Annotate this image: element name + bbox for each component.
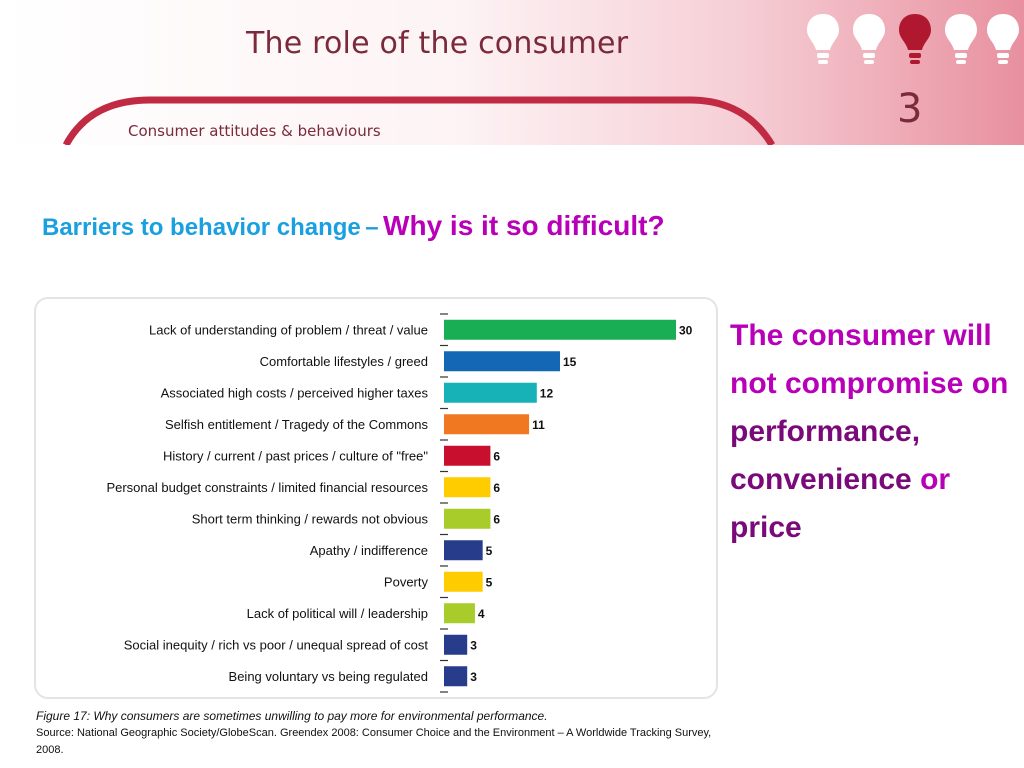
data-label: 30 bbox=[679, 323, 693, 337]
bar bbox=[444, 603, 475, 624]
page-subtitle: Consumer attitudes & behaviours bbox=[128, 122, 381, 140]
chapter-number: 3 bbox=[897, 86, 923, 132]
figure-title: Figure 17: Why consumers are sometimes u… bbox=[36, 709, 548, 723]
page-title: The role of the consumer bbox=[246, 26, 629, 61]
slide-header: The role of the consumer Consumer attitu… bbox=[0, 0, 1024, 145]
lightbulb-active-icon bbox=[899, 14, 931, 64]
side-text-performance: performance, bbox=[730, 415, 921, 448]
category-label: Being voluntary vs being regulated bbox=[229, 669, 428, 684]
category-label: Personal budget constraints / limited fi… bbox=[106, 480, 428, 495]
category-label: Social inequity / rich vs poor / unequal… bbox=[124, 637, 429, 652]
heading-part1: Barriers to behavior change bbox=[42, 214, 361, 241]
heading-part2: Why is it so difficult? bbox=[383, 210, 665, 241]
bar bbox=[444, 351, 560, 372]
category-label: Comfortable lifestyles / greed bbox=[260, 354, 428, 369]
category-label: Associated high costs / perceived higher… bbox=[161, 385, 429, 400]
side-text-price: price bbox=[730, 511, 802, 544]
lightbulb-icon bbox=[987, 14, 1019, 64]
bar bbox=[444, 571, 483, 592]
category-label: Lack of understanding of problem / threa… bbox=[149, 322, 428, 337]
bar bbox=[444, 540, 483, 561]
lightbulb-icon bbox=[807, 14, 839, 64]
data-label: 6 bbox=[493, 449, 500, 463]
data-label: 6 bbox=[493, 481, 500, 495]
chapter-progress-bulbs bbox=[806, 12, 1020, 70]
bar bbox=[444, 666, 468, 687]
bar bbox=[444, 477, 491, 498]
data-label: 11 bbox=[532, 418, 545, 432]
data-label: 6 bbox=[493, 512, 500, 526]
bar bbox=[444, 445, 491, 466]
slide-heading: Barriers to behavior change – Why is it … bbox=[42, 210, 665, 242]
category-label: Short term thinking / rewards not obviou… bbox=[192, 511, 429, 526]
category-label: Poverty bbox=[384, 574, 429, 589]
lightbulb-icon bbox=[945, 14, 977, 64]
data-label: 5 bbox=[486, 544, 493, 558]
bar-chart: Lack of understanding of problem / threa… bbox=[106, 313, 693, 693]
data-label: 5 bbox=[486, 575, 493, 589]
lightbulb-icon bbox=[853, 14, 885, 64]
side-text-block: The consumer will not compromise on perf… bbox=[730, 312, 1010, 552]
data-label: 15 bbox=[563, 355, 577, 369]
side-text-or: or bbox=[920, 463, 951, 496]
bar-chart-panel: Lack of understanding of problem / threa… bbox=[34, 297, 718, 699]
category-label: Apathy / indifference bbox=[310, 543, 428, 558]
side-text-line1: The consumer will not compromise on bbox=[730, 319, 1009, 400]
bar bbox=[444, 508, 491, 529]
category-label: Selfish entitlement / Tragedy of the Com… bbox=[165, 417, 429, 432]
figure-source: Source: National Geographic Society/Glob… bbox=[36, 727, 712, 756]
bar bbox=[444, 319, 676, 340]
figure-caption: Figure 17: Why consumers are sometimes u… bbox=[36, 708, 726, 759]
side-text-convenience: convenience bbox=[730, 463, 912, 496]
data-label: 4 bbox=[478, 607, 485, 621]
bar bbox=[444, 634, 468, 655]
data-label: 12 bbox=[540, 386, 554, 400]
data-label: 3 bbox=[470, 638, 477, 652]
category-label: History / current / past prices / cultur… bbox=[163, 448, 428, 463]
category-label: Lack of political will / leadership bbox=[247, 606, 428, 621]
bar bbox=[444, 414, 530, 435]
bar bbox=[444, 382, 537, 403]
data-label: 3 bbox=[470, 670, 477, 684]
header-arc bbox=[62, 96, 776, 145]
heading-dash: – bbox=[365, 214, 379, 241]
